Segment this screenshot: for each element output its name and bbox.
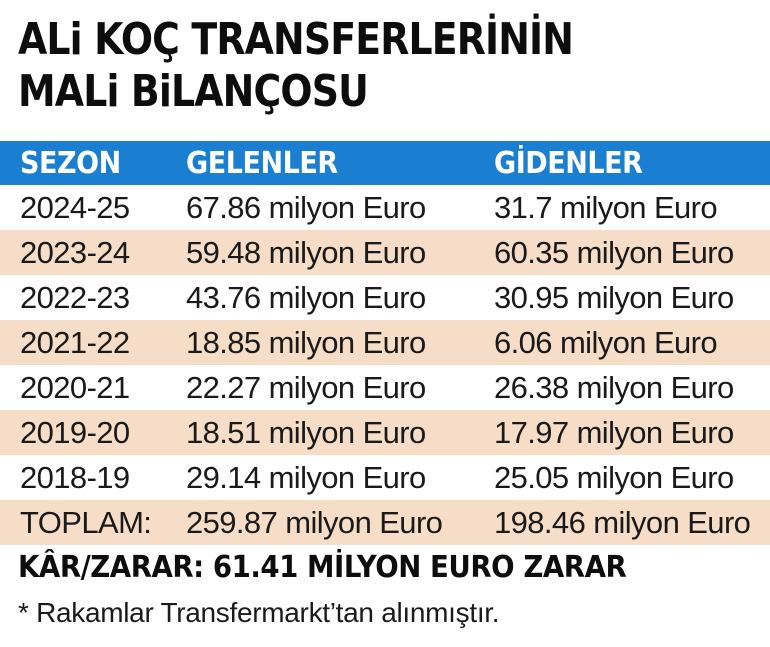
profit-loss-summary: KÂR/ZARAR: 61.41 MİLYON EURO ZARAR — [18, 550, 627, 585]
title-line-1: ALi KOÇ TRANSFERLERİNİN — [18, 14, 574, 65]
table-cell-incoming: 67.86 milyon Euro — [186, 189, 426, 225]
table-row: 2019-20 18.51 milyon Euro 17.97 milyon Eur… — [0, 410, 770, 455]
table-header-row: SEZON GELENLER GİDENLER — [0, 141, 770, 185]
page-title: ALi KOÇ TRANSFERLERİNİN MALi BiLANÇOSU — [18, 14, 654, 118]
table-cell-season: TOPLAM: — [20, 504, 152, 540]
table-cell-outgoing: 198.46 milyon Euro — [494, 504, 751, 540]
table-total-row: TOPLAM: 259.87 milyon Euro 198.46 milyon E… — [0, 500, 770, 545]
table-cell-incoming: 59.48 milyon Euro — [186, 234, 426, 270]
table-cell-outgoing: 31.7 milyon Euro — [494, 189, 718, 225]
table-cell-outgoing: 30.95 milyon Euro — [494, 279, 734, 315]
table-row: 2018-19 29.14 milyon Euro 25.05 milyon Eur… — [0, 455, 770, 500]
table-cell-season: 2018-19 — [20, 459, 130, 495]
table-cell-outgoing: 25.05 milyon Euro — [494, 459, 734, 495]
table-cell-incoming: 22.27 milyon Euro — [186, 369, 426, 405]
column-header-gidenler: GİDENLER — [494, 145, 643, 181]
table-cell-outgoing: 17.97 milyon Euro — [494, 414, 734, 450]
table-cell-season: 2023-24 — [20, 234, 130, 270]
table-row: 2022-23 43.76 milyon Euro 30.95 milyon Eur… — [0, 275, 770, 320]
table-cell-outgoing: 60.35 milyon Euro — [494, 234, 734, 270]
table-cell-incoming: 43.76 milyon Euro — [186, 279, 426, 315]
table-cell-incoming: 259.87 milyon Euro — [186, 504, 443, 540]
table-cell-season: 2020-21 — [20, 369, 130, 405]
table-row: 2024-25 67.86 milyon Euro 31.7 milyon Euro — [0, 185, 770, 230]
table-cell-incoming: 18.85 milyon Euro — [186, 324, 426, 360]
column-header-sezon: SEZON — [20, 145, 121, 181]
table-cell-season: 2024-25 — [20, 189, 130, 225]
table-cell-season: 2022-23 — [20, 279, 130, 315]
table-cell-outgoing: 26.38 milyon Euro — [494, 369, 734, 405]
column-header-gelenler: GELENLER — [186, 145, 338, 181]
table-row: 2020-21 22.27 milyon Euro 26.38 milyon Eur… — [0, 365, 770, 410]
title-line-2: MALi BiLANÇOSU — [18, 66, 369, 117]
table-body: 2024-25 67.86 milyon Euro 31.7 milyon Euro… — [0, 185, 770, 545]
table-row: 2023-24 59.48 milyon Euro 60.35 milyon Eur… — [0, 230, 770, 275]
table-cell-incoming: 29.14 milyon Euro — [186, 459, 426, 495]
table-cell-season: 2019-20 — [20, 414, 130, 450]
table-cell-incoming: 18.51 milyon Euro — [186, 414, 426, 450]
table-row: 2021-22 18.85 milyon Euro 6.06 milyon Euro — [0, 320, 770, 365]
transfer-table: SEZON GELENLER GİDENLER 2024-25 67.86 mil… — [0, 141, 770, 545]
source-footnote: * Rakamlar Transfermarkt’tan alınmıştır. — [18, 597, 500, 628]
table-cell-outgoing: 6.06 milyon Euro — [494, 324, 718, 360]
table-cell-season: 2021-22 — [20, 324, 130, 360]
